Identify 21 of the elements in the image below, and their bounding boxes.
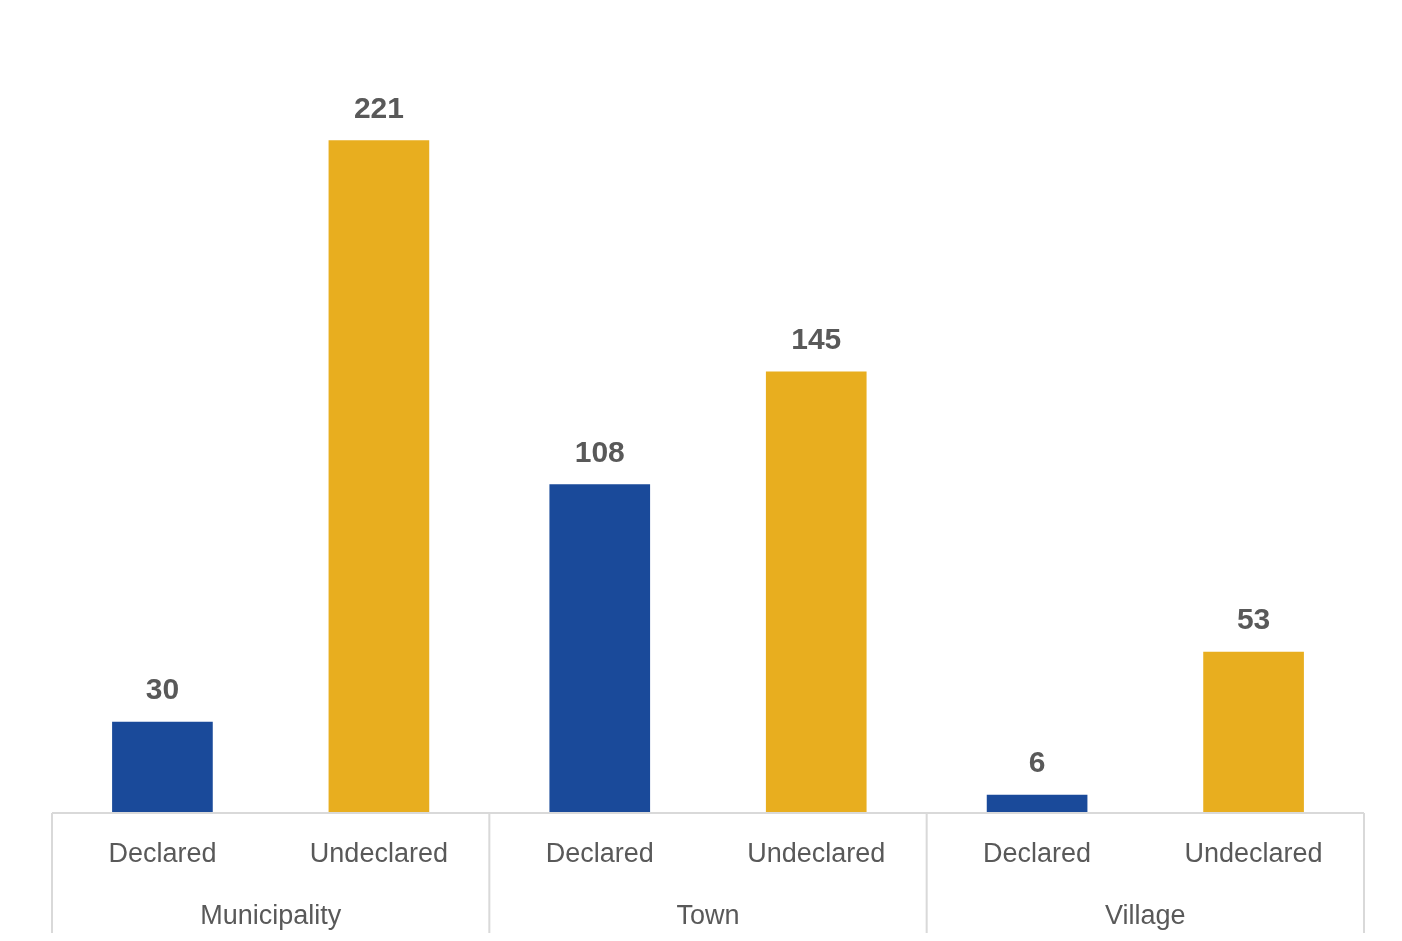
data-label: 53 <box>1236 601 1271 635</box>
text: Undeclared <box>747 838 886 869</box>
series-label: Undeclared <box>1184 838 1323 869</box>
series-label: Declared <box>983 838 1092 869</box>
data-label: 108 <box>574 434 625 468</box>
text: Declared <box>545 838 654 869</box>
data-label: 145 <box>791 321 842 355</box>
data-label: 221 <box>353 90 404 124</box>
bar <box>549 484 651 813</box>
bar <box>112 721 213 813</box>
bar <box>1203 651 1304 813</box>
bar <box>986 794 1088 813</box>
x-tick-label: Village <box>1105 900 1186 931</box>
data-label: 6 <box>1028 745 1046 778</box>
data-label: 30 <box>145 671 180 705</box>
bar <box>328 140 430 813</box>
bar <box>765 371 867 813</box>
x-tick-label: Municipality <box>200 900 342 931</box>
x-tick-label: Town <box>676 900 740 931</box>
text: Undeclared <box>309 838 448 869</box>
text: Declared <box>108 838 217 869</box>
